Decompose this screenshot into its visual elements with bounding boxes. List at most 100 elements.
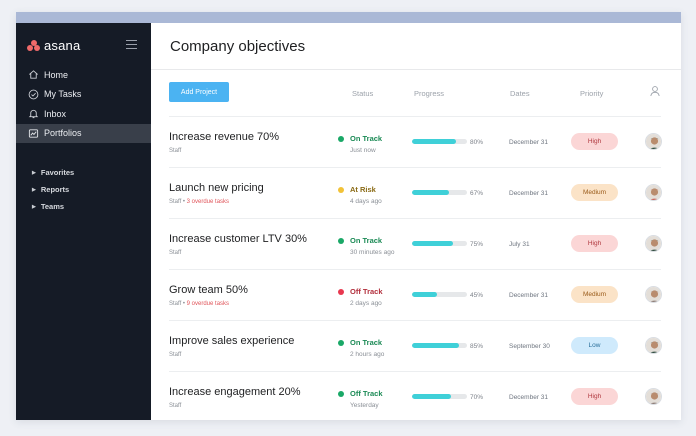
divider bbox=[169, 116, 661, 117]
due-date[interactable]: December 31 bbox=[509, 190, 549, 197]
objective-name[interactable]: Grow team 50% bbox=[169, 284, 248, 296]
status-dot-icon bbox=[338, 391, 344, 397]
sidebar-section-favorites[interactable]: ▶ Favorites bbox=[16, 164, 74, 181]
status-label[interactable]: At Risk bbox=[350, 185, 376, 194]
progress-fill bbox=[412, 292, 437, 297]
objective-name[interactable]: Improve sales experience bbox=[169, 335, 295, 347]
progress-percent: 67% bbox=[470, 190, 484, 197]
priority-badge[interactable]: High bbox=[571, 235, 618, 252]
progress-percent: 75% bbox=[470, 241, 484, 248]
objective-name[interactable]: Increase revenue 70% bbox=[169, 131, 280, 143]
home-icon bbox=[27, 69, 39, 81]
column-header-dates[interactable]: Dates bbox=[510, 89, 530, 98]
sidebar-item-label: Home bbox=[44, 69, 69, 80]
status-dot-icon bbox=[338, 187, 344, 193]
priority-badge[interactable]: High bbox=[571, 133, 618, 150]
progress-bar bbox=[412, 190, 467, 195]
objective-meta: Staff bbox=[169, 148, 181, 154]
column-header-progress[interactable]: Progress bbox=[414, 89, 445, 98]
objective-name[interactable]: Increase customer LTV 30% bbox=[169, 233, 307, 245]
objective-row[interactable]: Increase revenue 70% Staff On Track Just no… bbox=[151, 117, 681, 168]
sidebar-section-teams[interactable]: ▶ Teams bbox=[16, 198, 74, 215]
avatar-image bbox=[646, 389, 661, 404]
status-updated-time: 2 hours ago bbox=[350, 351, 385, 358]
avatar[interactable] bbox=[645, 388, 662, 405]
progress-bar bbox=[412, 343, 467, 348]
avatar-image bbox=[646, 236, 661, 251]
brand-logo[interactable]: asana bbox=[27, 38, 80, 53]
due-date[interactable]: September 30 bbox=[509, 343, 550, 350]
status-label[interactable]: On Track bbox=[350, 338, 383, 347]
progress-percent: 70% bbox=[470, 394, 484, 401]
status-updated-time: 2 days ago bbox=[350, 300, 382, 307]
avatar[interactable] bbox=[645, 133, 662, 150]
due-date[interactable]: December 31 bbox=[509, 139, 549, 146]
avatar[interactable] bbox=[645, 337, 662, 354]
objective-name[interactable]: Launch new pricing bbox=[169, 182, 264, 194]
chart-icon bbox=[27, 127, 39, 139]
priority-badge[interactable]: Medium bbox=[571, 286, 618, 303]
due-date[interactable]: December 31 bbox=[509, 292, 549, 299]
asana-logo-icon bbox=[27, 40, 40, 51]
sidebar-item-portfolios[interactable]: Portfolios bbox=[16, 123, 151, 143]
divider bbox=[169, 218, 661, 219]
status-updated-time: Just now bbox=[350, 147, 376, 154]
column-header-status[interactable]: Status bbox=[352, 89, 374, 98]
progress-percent: 80% bbox=[470, 139, 484, 146]
status-dot-icon bbox=[338, 289, 344, 295]
status-label[interactable]: On Track bbox=[350, 236, 383, 245]
objective-row[interactable]: Increase customer LTV 30% Staff On Track 30… bbox=[151, 219, 681, 270]
due-date[interactable]: July 31 bbox=[509, 241, 530, 248]
sidebar-item-inbox[interactable]: Inbox bbox=[16, 104, 151, 124]
status-updated-time: 30 minutes ago bbox=[350, 249, 395, 256]
avatar[interactable] bbox=[645, 184, 662, 201]
avatar[interactable] bbox=[645, 286, 662, 303]
status-label[interactable]: Off Track bbox=[350, 389, 383, 398]
sidebar-item-my-tasks[interactable]: My Tasks bbox=[16, 85, 151, 105]
progress-bar bbox=[412, 241, 467, 246]
status-label[interactable]: Off Track bbox=[350, 287, 383, 296]
progress-fill bbox=[412, 139, 456, 144]
objective-meta: Staff bbox=[169, 352, 181, 358]
objective-meta: Staff bbox=[169, 403, 181, 409]
page-title: Company objectives bbox=[170, 38, 306, 55]
owner-label: Staff bbox=[169, 301, 182, 307]
progress-bar bbox=[412, 139, 467, 144]
add-project-button[interactable]: Add Project bbox=[169, 82, 229, 102]
status-dot-icon bbox=[338, 136, 344, 142]
status-dot-icon bbox=[338, 238, 344, 244]
caret-right-icon: ▶ bbox=[32, 186, 36, 193]
sidebar-section-reports[interactable]: ▶ Reports bbox=[16, 181, 74, 198]
objective-row[interactable]: Grow team 50% Staff • 9 overdue tasks Off … bbox=[151, 270, 681, 321]
sidebar-section-label: Reports bbox=[40, 185, 70, 194]
sidebar-item-home[interactable]: Home bbox=[16, 65, 151, 85]
divider bbox=[169, 167, 661, 168]
owner-label: Staff bbox=[169, 148, 182, 154]
hamburger-menu-icon[interactable] bbox=[126, 40, 137, 49]
priority-badge[interactable]: High bbox=[571, 388, 618, 405]
avatar-image bbox=[646, 287, 661, 302]
priority-badge[interactable]: Medium bbox=[571, 184, 618, 201]
status-updated-time: Yesterday bbox=[350, 402, 379, 409]
objective-row[interactable]: Launch new pricing Staff • 3 overdue task… bbox=[151, 168, 681, 219]
objective-name[interactable]: Increase engagement 20% bbox=[169, 386, 301, 398]
avatar-image bbox=[646, 338, 661, 353]
progress-fill bbox=[412, 394, 451, 399]
sidebar: asana Home My Tasks Inbox bbox=[16, 23, 151, 420]
status-label[interactable]: On Track bbox=[350, 134, 383, 143]
person-icon[interactable] bbox=[649, 85, 661, 97]
objective-row[interactable]: Increase engagement 20% Staff Off Track Yes… bbox=[151, 372, 681, 420]
owner-label: Staff bbox=[169, 250, 182, 256]
avatar[interactable] bbox=[645, 235, 662, 252]
objective-meta: Staff bbox=[169, 250, 181, 256]
due-date[interactable]: December 31 bbox=[509, 394, 549, 401]
avatar-image bbox=[646, 185, 661, 200]
priority-badge[interactable]: Low bbox=[571, 337, 618, 354]
column-header-priority[interactable]: Priority bbox=[580, 89, 604, 98]
sidebar-nav: Home My Tasks Inbox Portfolios bbox=[16, 65, 151, 143]
objective-row[interactable]: Improve sales experience Staff On Track 2 h… bbox=[151, 321, 681, 372]
divider bbox=[169, 269, 661, 270]
main-panel: Company objectives Add Project Status Pr… bbox=[151, 23, 681, 420]
overdue-tasks[interactable]: 3 overdue tasks bbox=[186, 199, 230, 205]
overdue-tasks[interactable]: 9 overdue tasks bbox=[186, 301, 230, 307]
